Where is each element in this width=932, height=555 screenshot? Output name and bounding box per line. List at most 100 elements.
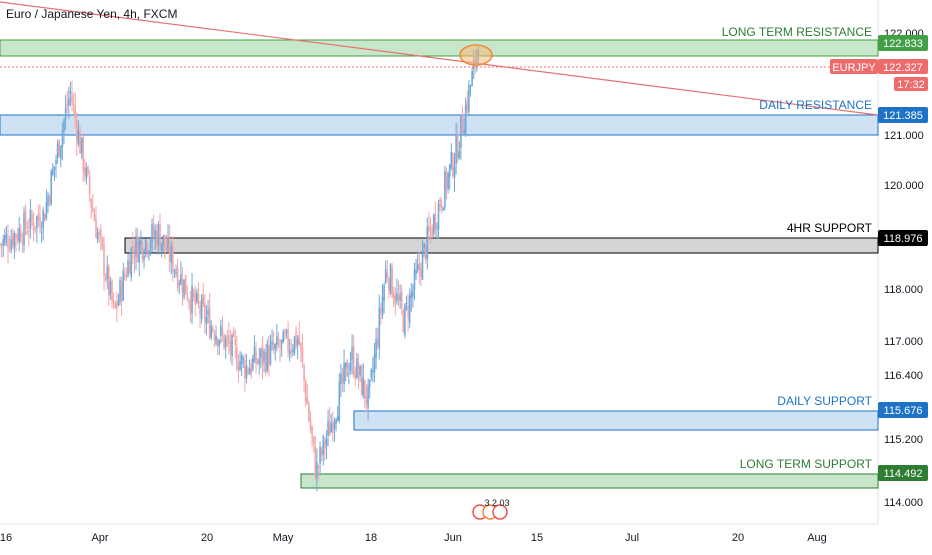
candle-body <box>402 310 405 333</box>
candle-body <box>95 218 97 238</box>
y-tick-label: 114.000 <box>884 497 923 509</box>
candle-body <box>42 210 45 229</box>
candle-body <box>404 304 406 336</box>
candle-body <box>439 199 441 208</box>
candle-body <box>92 207 94 212</box>
economic-events-icon[interactable]: 3 2 03 <box>472 498 510 520</box>
candle-body <box>205 316 208 324</box>
candle-body <box>96 232 99 240</box>
candle-body <box>239 361 241 371</box>
candle-body <box>247 368 249 373</box>
candle-body <box>189 301 192 313</box>
candle-body <box>336 416 339 422</box>
candle-body <box>197 293 200 304</box>
candle-body <box>160 242 163 252</box>
candle-body <box>399 294 401 301</box>
candle-body <box>290 349 293 351</box>
candle-body <box>349 362 352 371</box>
candle-body <box>458 151 461 158</box>
candle-body <box>432 215 435 234</box>
candle-body <box>39 217 41 230</box>
candle-body <box>31 214 33 221</box>
candle-body <box>466 101 469 111</box>
candle-body <box>309 418 312 431</box>
x-tick-label: 18 <box>365 532 377 544</box>
candle-body <box>354 374 357 378</box>
candle-body <box>178 283 181 285</box>
daily-resistance-price-tag: 121.385 <box>878 107 928 123</box>
candle-body <box>244 360 246 379</box>
candle-body <box>381 296 384 316</box>
candle-body <box>263 351 265 362</box>
candle-body <box>80 137 83 154</box>
candle-body <box>156 230 158 246</box>
bar-countdown: 17:32 <box>897 79 925 91</box>
candle-body <box>416 264 419 270</box>
candle-body <box>351 347 353 361</box>
long-term-resistance-zone[interactable] <box>0 39 879 57</box>
candle-body <box>220 325 222 337</box>
candle-body <box>304 381 307 402</box>
candle-body <box>368 379 371 386</box>
candle-body <box>85 167 88 179</box>
candle-body <box>274 344 277 350</box>
candle-body <box>279 345 281 349</box>
candle-body <box>335 419 337 424</box>
candle-body <box>372 370 374 372</box>
candle-body <box>405 302 408 304</box>
candle-body <box>10 239 13 250</box>
x-tick-label: Apr <box>91 532 108 544</box>
current-price-value: 122.327 <box>883 62 923 74</box>
long-term-resistance-label: LONG TERM RESISTANCE <box>722 25 872 39</box>
candle-body <box>242 358 245 360</box>
candle-body <box>90 198 93 208</box>
candle-body <box>176 268 179 288</box>
candle-body <box>341 371 344 384</box>
long-term-support-price-tag: 114.492 <box>878 465 928 481</box>
candle-body <box>26 231 29 234</box>
candle-body <box>12 234 14 247</box>
candle-body <box>61 130 64 147</box>
candle-body <box>125 276 128 278</box>
candle-body <box>384 269 387 284</box>
candle-body <box>261 345 264 366</box>
candle-body <box>28 231 30 233</box>
candle-body <box>340 374 342 384</box>
highlight-ellipse[interactable] <box>459 44 493 66</box>
long-term-support-zone[interactable] <box>300 473 879 489</box>
descending-trendline[interactable] <box>0 1 879 116</box>
long-term-support-label: LONG TERM SUPPORT <box>740 457 873 471</box>
candle-body <box>116 303 118 309</box>
x-axis-ticks: 16 Apr 20 May 18 Jun 15 Jul 20 Aug <box>0 532 827 544</box>
daily-support-zone[interactable] <box>353 410 879 431</box>
candle-body <box>199 305 201 315</box>
candle-body <box>303 364 305 380</box>
candle-body <box>202 294 205 305</box>
x-tick-label: Jul <box>625 532 639 544</box>
candle-body <box>252 358 254 370</box>
candle-body <box>436 226 438 228</box>
candle-body <box>122 270 125 301</box>
candle-body <box>40 231 43 233</box>
daily-resistance-zone[interactable] <box>0 114 879 136</box>
candle-body <box>370 369 373 378</box>
candle-body <box>157 224 160 245</box>
candle-body <box>314 445 317 479</box>
candle-body <box>420 267 422 277</box>
4hr-support-zone[interactable] <box>124 237 879 254</box>
candle-body <box>448 164 451 177</box>
price-scale-panel[interactable] <box>878 0 932 550</box>
candle-body <box>445 171 448 190</box>
candle-body <box>245 365 248 379</box>
candle-body <box>325 438 328 446</box>
candle-body <box>391 267 393 298</box>
candle-body <box>276 336 278 346</box>
candle-body <box>375 338 377 358</box>
candle-body <box>172 244 174 273</box>
candle-body <box>55 159 57 165</box>
candle-body <box>173 270 176 272</box>
candle-body <box>132 246 134 252</box>
candle-body <box>468 85 470 112</box>
candle-body <box>56 143 59 159</box>
